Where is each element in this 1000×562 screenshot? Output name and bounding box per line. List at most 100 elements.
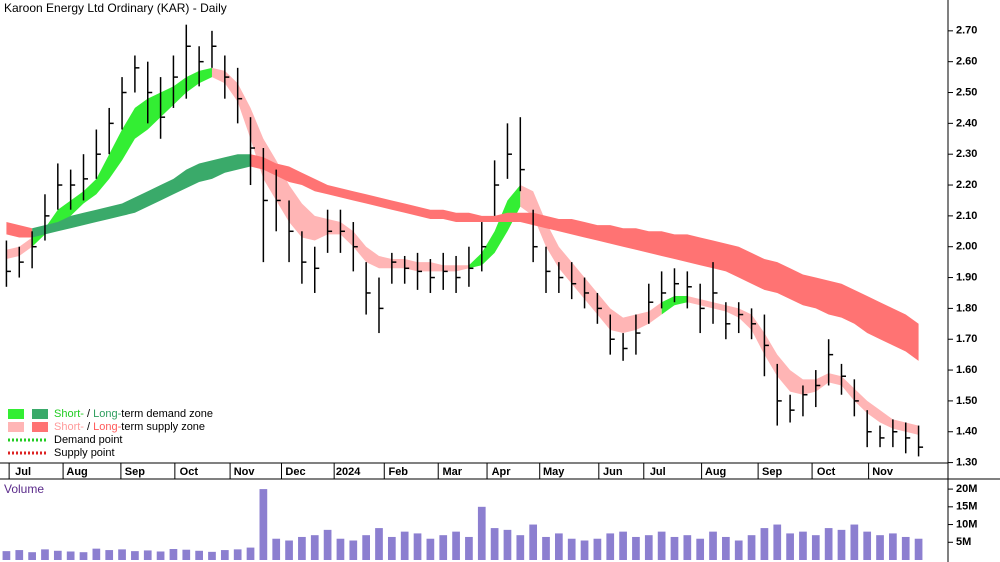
volume-bar [799,531,807,560]
x-tick-label: Feb [388,466,408,478]
volume-bar [529,524,538,560]
legend-swatch [32,422,48,432]
volume-tick-label: 10M [956,518,977,530]
volume-bar [760,528,769,560]
volume-bar [773,524,782,560]
volume-bar [786,533,794,560]
volume-bar [131,551,139,560]
volume-tick-label: 20M [956,483,977,495]
x-tick-label: Sep [125,466,145,478]
y-tick-label: 2.20 [956,179,977,191]
y-tick-label: 2.50 [956,86,977,98]
volume-bar [542,536,550,560]
volume-bar [336,538,345,560]
y-tick-label: 2.60 [956,56,977,68]
volume-bar [105,550,114,560]
x-tick-label: Jul [650,466,666,478]
volume-bar [169,549,178,560]
volume-bar [657,531,666,560]
y-tick-label: 1.50 [956,395,977,407]
volume-bar [439,535,448,560]
volume-bar [79,552,88,560]
y-tick-label: 1.90 [956,271,977,283]
y-tick-label: 2.00 [956,241,977,253]
volume-bar [452,531,460,560]
volume-bar [747,535,756,560]
volume-bar [66,551,75,560]
legend-part: Long- [93,421,121,433]
volume-bar [400,531,409,560]
volume-tick-label: 5M [956,536,971,548]
volume-bar [824,528,833,560]
volume-title: Volume [4,482,44,496]
zone-band [468,185,521,269]
x-tick-label: Jun [603,466,623,478]
x-tick-label: Aug [66,466,87,478]
volume-bar [182,549,191,560]
volume-bar [734,540,743,560]
volume-bar [272,538,281,560]
volume-bar [580,540,589,560]
volume-bar [619,531,627,560]
y-tick-label: 2.70 [956,25,977,37]
x-tick-label: Dec [285,466,305,478]
x-tick-label: Nov [234,466,256,478]
zone-band [520,185,662,334]
x-tick-label: Apr [492,466,512,478]
volume-bar [285,540,293,560]
legend-label: Demand point [54,434,123,446]
legend-label: Short- / Long-term supply zone [54,421,205,433]
legend-swatch [8,409,24,419]
volume-bar [555,533,563,560]
volume-bar [259,489,268,560]
volume-bar [387,536,396,560]
price-bars [2,24,924,560]
y-tick-label: 2.40 [956,117,977,129]
zone-band [32,67,212,247]
volume-bar [323,529,332,560]
chart-title: Karoon Energy Ltd Ordinary (KAR) - Daily [4,1,227,15]
volume-bar [2,551,11,560]
legend-part: term demand zone [121,408,213,420]
volume-bar [143,550,152,560]
volume-bar [490,528,499,560]
volume-bar [632,536,640,560]
volume-bar [722,536,730,560]
legend-part: Long- [93,408,121,420]
volume-bar [606,533,615,560]
volume-bar [92,548,101,560]
volume-bar [233,549,242,560]
volume-bar [837,529,846,560]
volume-bar [850,524,859,560]
x-tick-label: Oct [180,466,199,478]
volume-bar [914,538,923,560]
volume-bar [696,538,705,560]
x-tick-label: Aug [705,466,726,478]
legend-part: / [84,408,93,420]
volume-bar [220,550,229,560]
legend-swatch [32,409,48,419]
volume-bar [811,535,820,560]
volume-bar [889,533,897,560]
volume-bar [670,536,679,560]
volume-bar [362,535,370,560]
legend-part: / [84,421,93,433]
volume-bar [195,550,203,560]
volume-bar [863,531,872,560]
volume-bar [208,551,216,560]
volume-bar [53,550,62,560]
legend-label: Supply point [54,447,115,459]
legend-part: Short- [54,421,84,433]
legend-part: Short- [54,408,84,420]
volume-bar [298,536,306,560]
y-tick-label: 1.60 [956,364,977,376]
x-tick-label: May [543,466,565,478]
x-tick-label: Oct [817,466,836,478]
volume-bar [901,536,910,560]
volume-bar [426,538,435,560]
y-tick-label: 1.70 [956,333,977,345]
x-tick-label: Jul [15,466,31,478]
volume-bar [644,535,653,560]
